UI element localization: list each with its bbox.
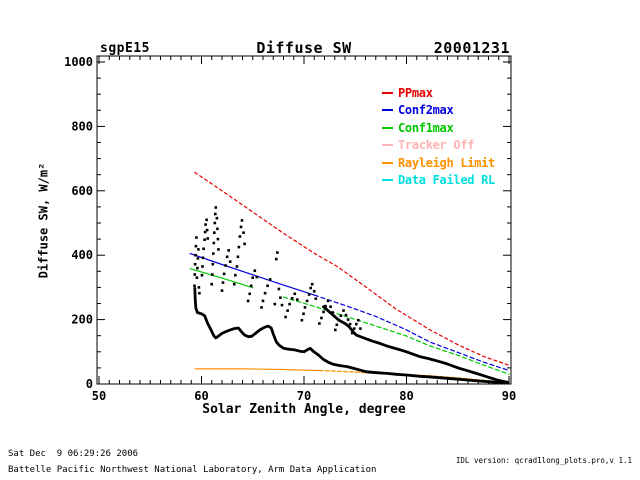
footer-timestamp: Sat Dec 9 06:29:26 2006 [8, 449, 139, 459]
footer-version-block: IDL version: qcrad1long_plots.pro,v 1.1 … [240, 442, 632, 480]
site-label: sgpE15 [100, 41, 150, 56]
legend-item-tracker-off: Tracker Off [382, 137, 495, 155]
legend-item-data-failed-rl: Data Failed RL [382, 172, 495, 190]
legend-line-swatch [382, 179, 393, 182]
svg-text:70: 70 [297, 389, 311, 403]
legend-item-label: Data Failed RL [398, 173, 495, 188]
chart-legend: PPmax Conf2max Conf1max Tracker Off Rayl… [382, 84, 495, 189]
footer-institution: Battelle Pacific Northwest National Labo… [8, 465, 377, 475]
svg-text:200: 200 [71, 313, 93, 327]
svg-text:400: 400 [71, 248, 93, 262]
series-lines [189, 171, 510, 385]
legend-line-swatch [382, 144, 393, 147]
svg-text:800: 800 [71, 119, 93, 133]
tick-labels: 50 60 70 80 90 0 200 400 600 800 1000 [64, 55, 516, 403]
svg-text:50: 50 [92, 389, 106, 403]
y-axis-title: Diffuse SW, W/m² [36, 162, 51, 279]
svg-text:90: 90 [502, 389, 516, 403]
scatter-points [193, 206, 362, 335]
legend-item-conf2max: Conf2max [382, 102, 495, 120]
legend-line-swatch [382, 126, 393, 129]
legend-line-swatch [382, 161, 393, 164]
legend-item-label: Rayleigh Limit [398, 155, 495, 170]
x-axis-title: Solar Zenith Angle, degree [202, 402, 406, 417]
legend-item-label: Conf2max [398, 103, 454, 118]
svg-text:60: 60 [194, 389, 208, 403]
footer-idl-version: IDL version: qcrad1long_plots.pro,v 1.1 [455, 456, 632, 465]
svg-text:600: 600 [71, 184, 93, 198]
legend-item-rayleigh-limit: Rayleigh Limit [382, 154, 495, 172]
legend-item-ppmax: PPmax [382, 84, 495, 102]
axis-ticks [97, 56, 511, 385]
legend-item-label: PPmax [398, 85, 433, 100]
page-title: Diffuse SW [256, 39, 352, 57]
legend-line-swatch [382, 109, 393, 112]
legend-line-swatch [382, 91, 393, 94]
svg-text:80: 80 [399, 389, 413, 403]
legend-item-conf1max: Conf1max [382, 119, 495, 137]
svg-text:0: 0 [86, 377, 93, 391]
legend-item-label: Conf1max [398, 120, 454, 135]
svg-text:1000: 1000 [64, 55, 93, 69]
date-label: 20001231 [433, 39, 510, 57]
legend-item-label: Tracker Off [398, 138, 475, 153]
